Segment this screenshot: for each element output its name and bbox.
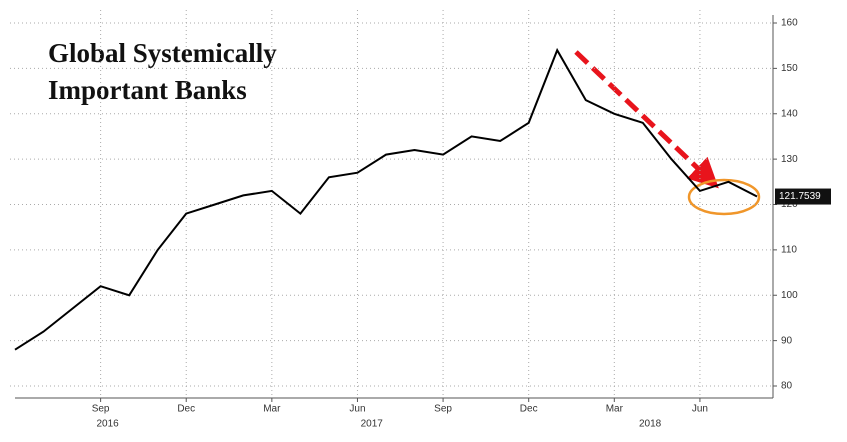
year-label: 2017	[361, 419, 384, 430]
trend-arrow	[574, 50, 719, 189]
x-tick-label: Dec	[177, 404, 195, 415]
y-tick-label: 90	[781, 335, 793, 346]
y-tick-label: 140	[781, 108, 798, 119]
y-tick-label: 150	[781, 63, 798, 74]
y-tick-label: 120	[781, 199, 798, 210]
x-tick-label: Sep	[92, 404, 110, 415]
last-value-box	[775, 188, 831, 205]
y-tick-label: 110	[781, 245, 797, 256]
x-tick-label: Mar	[606, 404, 624, 415]
x-tick-label: Mar	[263, 404, 281, 415]
x-tick-label: Jun	[349, 404, 365, 415]
y-tick-label: 100	[781, 290, 798, 301]
y-tick-label: 160	[781, 18, 798, 29]
line	[14, 47, 758, 351]
y-tick-label: 80	[781, 381, 793, 392]
year-label: 2018	[639, 419, 662, 430]
x-tick-label: Dec	[520, 404, 538, 415]
x-tick-label: Sep	[434, 404, 452, 415]
highlight-ellipse	[687, 178, 761, 216]
chart-title: Important Banks	[48, 75, 247, 105]
x-tick-label: Jun	[692, 404, 708, 415]
last-value-label: 121.7539	[779, 191, 821, 202]
y-tick-label: 130	[781, 154, 798, 165]
chart-title: Global Systemically	[48, 38, 277, 68]
year-label: 2016	[96, 419, 119, 430]
